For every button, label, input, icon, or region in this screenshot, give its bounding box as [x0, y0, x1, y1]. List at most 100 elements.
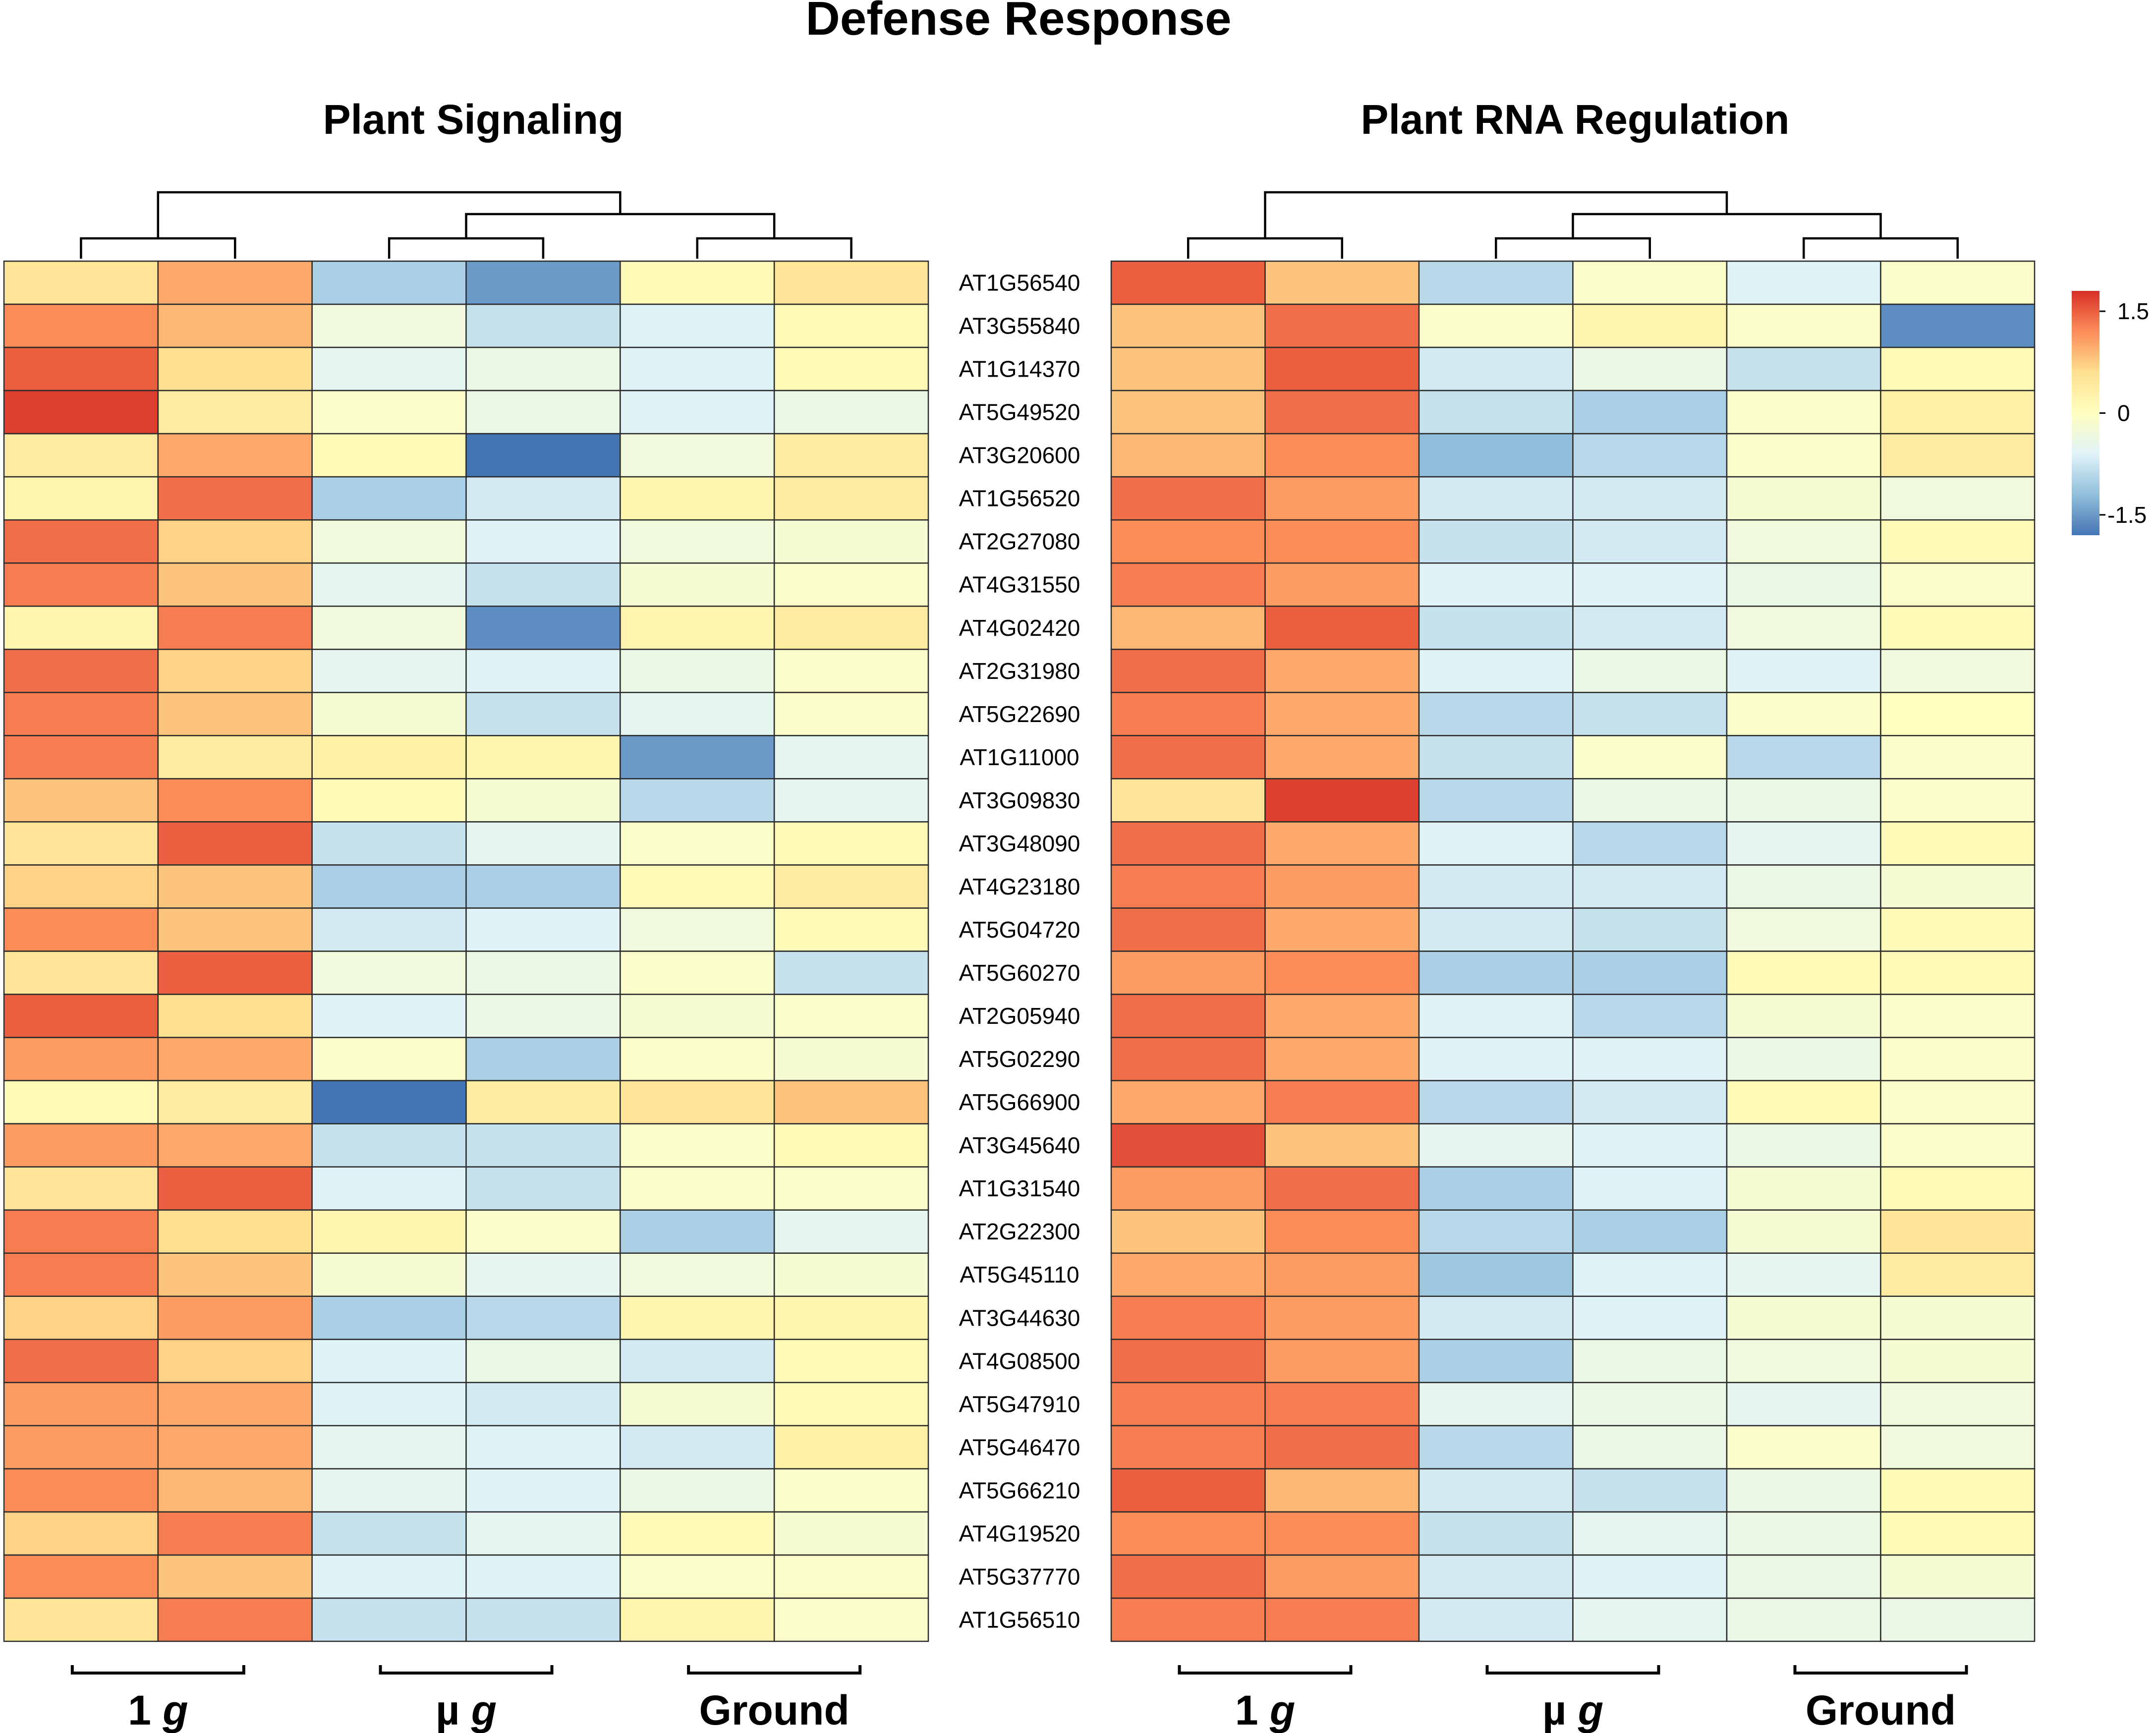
- rna-cell: [1572, 1511, 1728, 1556]
- rna-cell: [1880, 1382, 2036, 1427]
- rna-cell: [1264, 821, 1420, 866]
- rna-cell: [1418, 562, 1574, 607]
- gene-label: AT4G19520: [959, 1520, 1080, 1546]
- signaling-cell: [465, 1554, 621, 1599]
- gene-label: AT4G02420: [959, 615, 1080, 641]
- rna-cell: [1572, 1252, 1728, 1297]
- rna-dendrogram-link: [1572, 213, 1882, 238]
- rna-cell: [1110, 303, 1266, 348]
- rna-cell: [1880, 1037, 2036, 1081]
- signaling-cell: [465, 1166, 621, 1211]
- signaling-cell: [773, 1339, 929, 1384]
- rna-cell: [1572, 1166, 1728, 1211]
- group-label-text: µ: [1542, 1687, 1578, 1733]
- rna-cell: [1264, 606, 1420, 650]
- signaling-cell: [311, 260, 467, 305]
- rna-cell: [1880, 390, 2036, 435]
- group-label-text: Ground: [699, 1687, 850, 1733]
- plant-signaling-title: Plant Signaling: [323, 96, 624, 143]
- rna-cell: [1110, 606, 1266, 650]
- gene-label: AT2G22300: [959, 1219, 1080, 1244]
- signaling-cell: [157, 1037, 313, 1081]
- signaling-cell: [311, 692, 467, 736]
- signaling-cell: [311, 950, 467, 995]
- rna-cell: [1264, 1295, 1420, 1341]
- rna-cell: [1880, 260, 2036, 305]
- rna-cell: [1418, 907, 1574, 952]
- signaling-cell: [3, 1468, 159, 1513]
- rna-cell: [1264, 346, 1420, 391]
- signaling-cell: [620, 1597, 775, 1642]
- signaling-cell: [773, 692, 929, 736]
- signaling-cell: [620, 1295, 775, 1341]
- rna-cell: [1880, 1339, 2036, 1384]
- signaling-cell: [773, 907, 929, 952]
- gene-label: AT5G02290: [959, 1046, 1080, 1072]
- signaling-cell: [311, 476, 467, 521]
- rna-cell: [1726, 864, 1881, 909]
- rna-cell: [1110, 1123, 1266, 1168]
- gene-label: AT3G20600: [959, 443, 1080, 468]
- signaling-cell: [773, 346, 929, 391]
- rna-cell: [1572, 1468, 1728, 1513]
- signaling-cell: [311, 1080, 467, 1124]
- rna-cell: [1110, 519, 1266, 564]
- rna-cell: [1110, 692, 1266, 736]
- color-scale-tick-label: 0: [2117, 400, 2130, 426]
- signaling-cell: [311, 346, 467, 391]
- rna-cell: [1110, 1468, 1266, 1513]
- rna-cell: [1264, 476, 1420, 521]
- signaling-cell: [773, 1468, 929, 1513]
- rna-cell: [1572, 606, 1728, 650]
- rna-cell: [1110, 562, 1266, 607]
- gene-label: AT5G47910: [959, 1391, 1080, 1417]
- signaling-group-label: Ground: [699, 1687, 850, 1733]
- rna-cell: [1726, 821, 1881, 866]
- signaling-cell: [620, 390, 775, 435]
- signaling-cell: [465, 778, 621, 823]
- signaling-cell: [3, 1123, 159, 1168]
- gene-label: AT5G37770: [959, 1564, 1080, 1589]
- rna-cell: [1726, 1468, 1881, 1513]
- rna-cell: [1880, 1511, 2036, 1556]
- rna-cell: [1726, 1037, 1881, 1081]
- signaling-cell: [773, 1597, 929, 1642]
- signaling-cell: [311, 1295, 467, 1341]
- signaling-cell: [3, 1295, 159, 1341]
- signaling-cell: [620, 864, 775, 909]
- rna-cell: [1110, 1511, 1266, 1556]
- rna-cell: [1572, 735, 1728, 780]
- gene-label: AT5G22690: [959, 701, 1080, 727]
- rna-cell: [1418, 433, 1574, 478]
- signaling-cell: [773, 821, 929, 866]
- rna-cell: [1264, 1209, 1420, 1254]
- signaling-cell: [157, 1166, 313, 1211]
- rna-cell: [1264, 950, 1420, 995]
- signaling-cell: [157, 994, 313, 1038]
- signaling-cell: [3, 821, 159, 866]
- rna-group-bracket: [1178, 1665, 1353, 1675]
- signaling-cell: [3, 994, 159, 1038]
- rna-cell: [1418, 1037, 1574, 1081]
- rna-cell: [1418, 1597, 1574, 1642]
- signaling-cell: [465, 1295, 621, 1341]
- signaling-cell: [620, 1339, 775, 1384]
- rna-cell: [1880, 519, 2036, 564]
- rna-cell: [1572, 1123, 1728, 1168]
- rna-cell: [1264, 735, 1420, 780]
- rna-group-label: 1 g: [1235, 1687, 1295, 1733]
- rna-cell: [1880, 1209, 2036, 1254]
- rna-cell: [1418, 1382, 1574, 1427]
- signaling-cell: [157, 346, 313, 391]
- signaling-cell: [465, 1123, 621, 1168]
- gene-label: AT3G55840: [959, 313, 1080, 339]
- signaling-cell: [3, 260, 159, 305]
- rna-cell: [1264, 1252, 1420, 1297]
- rna-cell: [1572, 1597, 1728, 1642]
- signaling-dendrogram-link: [465, 213, 776, 238]
- rna-cell: [1880, 1597, 2036, 1642]
- rna-cell: [1726, 778, 1881, 823]
- rna-cell: [1264, 1511, 1420, 1556]
- signaling-cell: [3, 778, 159, 823]
- rna-cell: [1726, 1382, 1881, 1427]
